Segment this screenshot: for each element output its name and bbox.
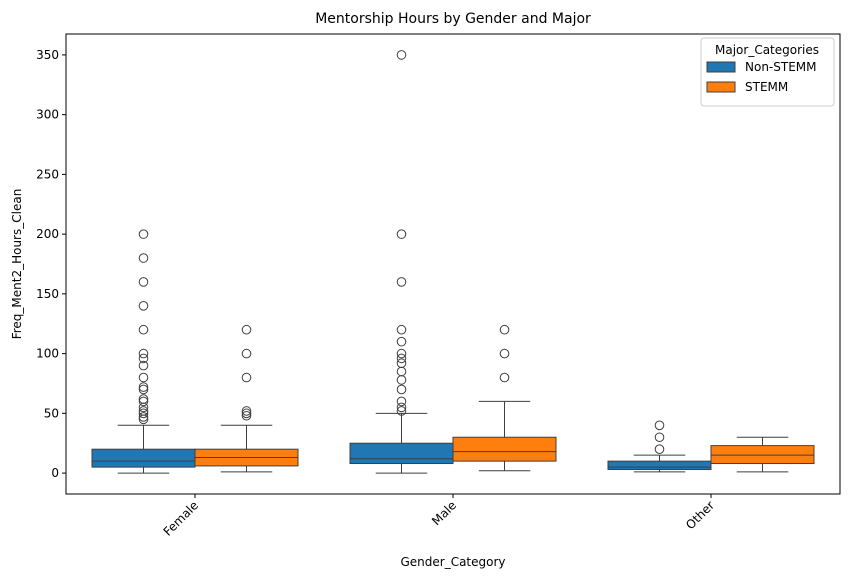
y-tick-label: 300 xyxy=(36,108,59,122)
outlier-point xyxy=(396,324,407,335)
box-non-stemm-male xyxy=(349,442,454,465)
y-tick-label: 350 xyxy=(36,48,59,62)
outlier-point xyxy=(499,372,510,383)
y-tick-label: 0 xyxy=(51,466,59,480)
legend-swatch-stemm xyxy=(706,81,736,93)
outlier-point xyxy=(138,253,149,263)
outlier-point xyxy=(654,432,665,443)
chart-title: Mentorship Hours by Gender and Major xyxy=(315,11,591,27)
outlier-point xyxy=(654,444,665,454)
outlier-point xyxy=(396,402,407,413)
plot-area xyxy=(91,50,815,474)
outlier-point xyxy=(138,396,149,407)
outlier-point xyxy=(654,420,665,431)
outlier-point xyxy=(396,229,407,239)
outlier-point xyxy=(396,353,407,364)
outlier-point xyxy=(396,348,407,359)
x-tick-label: Male xyxy=(429,498,459,528)
box-stemm-other xyxy=(710,445,815,465)
x-tick-label: Other xyxy=(683,498,717,532)
legend-swatch-non-stemm xyxy=(706,61,736,73)
y-axis: 0 50 100 150 200 250 300 350 xyxy=(36,48,66,480)
outlier-point xyxy=(138,360,149,371)
outlier-point xyxy=(396,358,407,368)
y-tick-label: 200 xyxy=(36,227,59,241)
x-axis: Female Male Other xyxy=(161,494,717,539)
outlier-point xyxy=(138,301,149,311)
outlier-point xyxy=(138,353,149,364)
y-axis-label: Freq_Ment2_Hours_Clean xyxy=(10,189,24,340)
x-tick-label: Female xyxy=(161,498,202,539)
outlier-point xyxy=(138,394,149,404)
outlier-point xyxy=(241,406,252,416)
y-tick-label: 50 xyxy=(44,406,59,420)
outlier-point xyxy=(499,324,510,335)
outlier-point xyxy=(241,324,252,335)
outlier-point xyxy=(138,382,149,392)
y-tick-label: 250 xyxy=(36,167,59,181)
outlier-point xyxy=(138,372,149,383)
x-axis-label: Gender_Category xyxy=(400,555,505,569)
box-stemm-male xyxy=(452,436,557,462)
legend: Major_Categories Non-STEMM STEMM xyxy=(700,37,835,107)
outlier-point xyxy=(241,348,252,359)
outlier-point xyxy=(138,229,149,239)
y-tick-label: 100 xyxy=(36,347,59,361)
outlier-point xyxy=(396,366,407,377)
outlier-point xyxy=(396,336,407,347)
box-non-stemm-female xyxy=(91,448,196,468)
outlier-point xyxy=(138,412,149,422)
outlier-point xyxy=(396,277,407,287)
outlier-point xyxy=(138,384,149,395)
outlier-point xyxy=(396,50,407,60)
outlier-point xyxy=(396,375,407,385)
y-tick-label: 150 xyxy=(36,287,59,301)
outlier-point xyxy=(241,408,252,419)
outlier-point xyxy=(396,396,407,407)
legend-label-stemm: STEMM xyxy=(745,80,788,94)
outlier-point xyxy=(138,408,149,419)
legend-label-non-stemm: Non-STEMM xyxy=(745,60,817,74)
legend-title: Major_Categories xyxy=(715,43,819,57)
outlier-point xyxy=(138,324,149,335)
outlier-point xyxy=(138,406,149,416)
outlier-point xyxy=(241,410,252,421)
box-non-stemm-other xyxy=(607,460,712,471)
outlier-point xyxy=(396,384,407,395)
outlier-point xyxy=(396,406,407,416)
outlier-point xyxy=(138,348,149,359)
outlier-point xyxy=(241,372,252,383)
outlier-point xyxy=(138,277,149,287)
outlier-point xyxy=(499,348,510,359)
